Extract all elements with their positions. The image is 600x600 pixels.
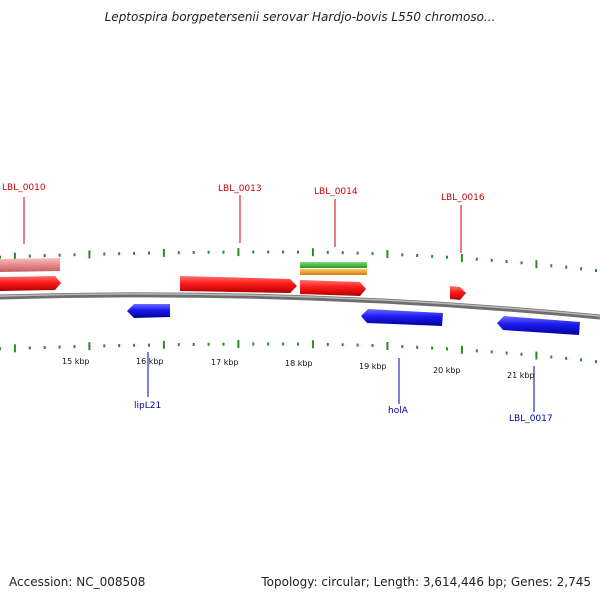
gene-LBL_0014[interactable] [300,280,366,296]
label-leader-lines [23,195,535,412]
kbp-label-18: 18 kbp [285,359,313,368]
gene-LBL_0010-pseudo[interactable] [0,258,60,272]
gene-LBL_0010[interactable] [0,276,61,291]
forward-strand-features [0,258,466,300]
accession-text: Accession: NC_008508 [9,575,146,589]
gene-label-LBL_0010[interactable]: LBL_0010 [2,183,46,193]
kbp-label-17: 17 kbp [211,358,239,367]
kbp-label-21: 21 kbp [507,371,535,380]
gene-label-lipL21[interactable]: lipL21 [134,401,161,411]
gene-holA[interactable] [361,309,443,326]
gene-label-LBL_0017[interactable]: LBL_0017 [509,414,553,424]
gene-label-LBL_0013[interactable]: LBL_0013 [218,184,262,194]
genome-summary-text: Topology: circular; Length: 3,614,446 bp… [261,575,591,589]
feature-LBL_0014-green[interactable] [300,262,367,268]
gene-lipL21[interactable] [127,304,170,318]
reverse-strand-features [127,304,580,335]
kbp-label-15: 15 kbp [62,357,90,366]
gene-LBL_0016[interactable] [450,286,466,300]
gene-LBL_0013[interactable] [180,276,297,293]
map-title: Leptospira borgpetersenii serovar Hardjo… [104,10,496,24]
gene-label-LBL_0016[interactable]: LBL_0016 [441,193,485,203]
kbp-label-20: 20 kbp [433,366,461,375]
kbp-label-19: 19 kbp [359,362,387,371]
outer-tick-ring [0,248,597,272]
gene-label-holA[interactable]: holA [388,406,409,416]
inner-tick-ring [0,340,597,364]
chromosome-backbone [0,292,600,320]
feature-LBL_0014-orange[interactable] [300,269,367,275]
gene-LBL_0017[interactable] [497,316,580,335]
kbp-label-16: 16 kbp [136,357,164,366]
gene-label-LBL_0014[interactable]: LBL_0014 [314,187,358,197]
